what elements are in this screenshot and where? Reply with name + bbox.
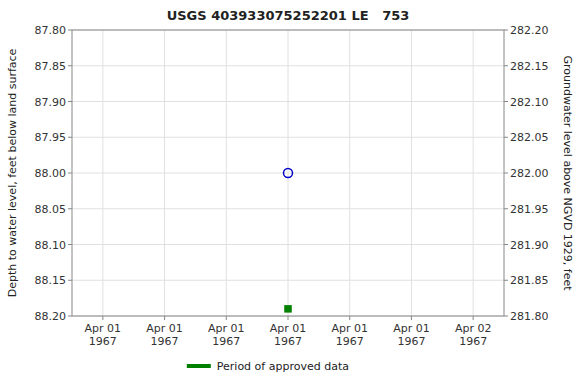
y-tick-label: 87.95 bbox=[35, 131, 67, 144]
grid-line bbox=[411, 30, 412, 316]
x-tick-label: Apr 021967 bbox=[455, 322, 492, 348]
grid-line bbox=[349, 30, 350, 316]
y-tick-label: 88.20 bbox=[35, 310, 67, 323]
y2-tick-label: 281.90 bbox=[510, 239, 549, 252]
y2-tick-label: 282.00 bbox=[510, 167, 549, 180]
y2-tick-label: 282.15 bbox=[510, 60, 549, 73]
y-tick bbox=[68, 316, 72, 317]
grid-line bbox=[102, 30, 103, 316]
grid-line bbox=[473, 30, 474, 316]
y-tick-label: 88.10 bbox=[35, 239, 67, 252]
y-tick bbox=[68, 173, 72, 174]
y-tick bbox=[68, 137, 72, 138]
x-tick-label: Apr 011967 bbox=[331, 322, 368, 348]
grid bbox=[72, 30, 504, 316]
y2-tick bbox=[504, 244, 508, 245]
grid-line bbox=[226, 30, 227, 316]
y2-tick-label: 281.85 bbox=[510, 274, 549, 287]
x-tick-label: Apr 011967 bbox=[146, 322, 183, 348]
y-axis-label: Depth to water level, feet below land su… bbox=[6, 48, 19, 297]
grid-line bbox=[288, 30, 289, 316]
y-tick-label: 87.85 bbox=[35, 60, 67, 73]
y2-tick bbox=[504, 101, 508, 102]
x-tick bbox=[164, 316, 165, 320]
marks bbox=[284, 169, 293, 312]
y-tick bbox=[68, 208, 72, 209]
y2-tick bbox=[504, 137, 508, 138]
x-tick-label: Apr 011967 bbox=[270, 322, 307, 348]
y-tick bbox=[68, 280, 72, 281]
x-tick bbox=[411, 316, 412, 320]
point bbox=[285, 306, 291, 312]
y-tick bbox=[68, 30, 72, 31]
y2-tick bbox=[504, 30, 508, 31]
grid-line bbox=[164, 30, 165, 316]
y-tick-label: 88.00 bbox=[35, 167, 67, 180]
legend-label: Period of approved data bbox=[217, 360, 349, 373]
y2-tick bbox=[504, 316, 508, 317]
title: USGS 403933075252201 LE 753 bbox=[167, 8, 410, 23]
x-tick bbox=[288, 316, 289, 320]
chart: 87.80 87.85 87.90 87.95 88.00 88.05 88.10 88.15… bbox=[0, 0, 576, 384]
x-tick-label: Apr 011967 bbox=[393, 322, 430, 348]
y2-tick-label: 282.10 bbox=[510, 96, 549, 109]
x-tick-label: Apr 011967 bbox=[85, 322, 122, 348]
y2-tick bbox=[504, 208, 508, 209]
x-tick-label: Apr 011967 bbox=[208, 322, 245, 348]
axes: 87.80 87.85 87.90 87.95 88.00 88.05 88.10 88.15… bbox=[35, 24, 549, 348]
y-tick-label: 88.15 bbox=[35, 274, 67, 287]
legend: Period of approved data bbox=[187, 360, 349, 373]
y-tick bbox=[68, 101, 72, 102]
y2-tick-label: 282.05 bbox=[510, 131, 549, 144]
y2-tick-label: 282.20 bbox=[510, 24, 549, 37]
point bbox=[284, 169, 293, 178]
y-tick-label: 87.80 bbox=[35, 24, 67, 37]
y2-axis-label: Groundwater level above NGVD 1929, feet bbox=[561, 55, 574, 291]
y2-tick bbox=[504, 65, 508, 66]
y-tick-label: 87.90 bbox=[35, 96, 67, 109]
x-tick bbox=[349, 316, 350, 320]
y-tick bbox=[68, 65, 72, 66]
y-tick bbox=[68, 244, 72, 245]
y2-tick bbox=[504, 173, 508, 174]
y-tick-label: 88.05 bbox=[35, 203, 67, 216]
y2-tick-label: 281.95 bbox=[510, 203, 549, 216]
legend-swatch bbox=[187, 364, 211, 368]
y2-tick bbox=[504, 280, 508, 281]
x-tick bbox=[226, 316, 227, 320]
y2-tick-label: 281.80 bbox=[510, 310, 549, 323]
plot-frame bbox=[72, 30, 504, 316]
x-tick bbox=[102, 316, 103, 320]
x-tick bbox=[473, 316, 474, 320]
